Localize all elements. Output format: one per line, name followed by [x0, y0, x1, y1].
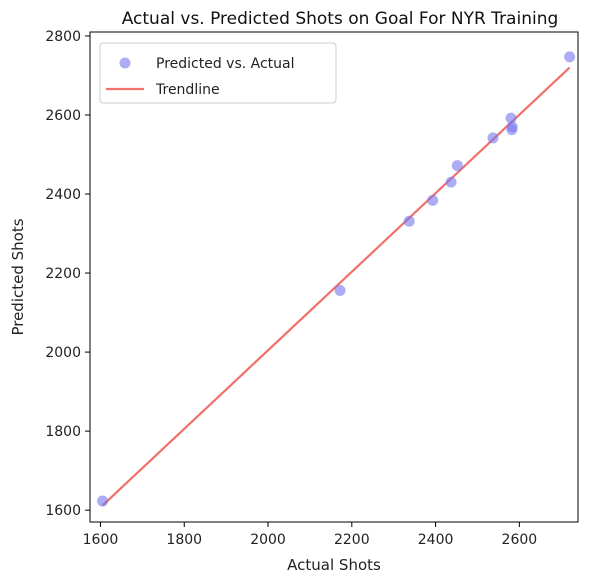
- x-tick-label: 2200: [334, 532, 370, 548]
- legend-label-trendline: Trendline: [155, 82, 220, 98]
- x-tick-label: 2600: [502, 532, 538, 548]
- data-point: [445, 176, 457, 188]
- y-axis: 1600 1800 2000 2200 2400 2600 2800: [45, 29, 90, 519]
- data-point: [403, 215, 415, 227]
- x-axis-label: Actual Shots: [287, 556, 381, 574]
- y-tick-label: 1800: [45, 424, 81, 440]
- y-tick-label: 2400: [45, 187, 81, 203]
- x-axis: 1600 1800 2000 2200 2400 2600: [83, 522, 538, 548]
- y-axis-label: Predicted Shots: [9, 218, 27, 335]
- trendline: [101, 66, 571, 507]
- y-tick-label: 2200: [45, 266, 81, 282]
- legend: Predicted vs. Actual Trendline: [99, 42, 337, 104]
- chart-title: Actual vs. Predicted Shots on Goal For N…: [122, 9, 559, 29]
- y-tick-label: 2600: [45, 108, 81, 124]
- plot-area: [89, 31, 579, 523]
- y-tick-label: 1600: [45, 503, 81, 519]
- x-tick-label: 2000: [250, 532, 286, 548]
- data-point: [97, 495, 109, 507]
- legend-marker-scatter: [119, 57, 131, 69]
- data-point: [505, 112, 517, 124]
- y-tick-label: 2000: [45, 345, 81, 361]
- data-point: [564, 51, 576, 63]
- data-point: [487, 132, 499, 144]
- data-point: [334, 284, 346, 296]
- trendline-layer: [101, 66, 571, 507]
- data-point: [427, 194, 439, 206]
- x-tick-label: 2400: [418, 532, 454, 548]
- x-tick-label: 1800: [166, 532, 202, 548]
- data-point: [506, 121, 518, 133]
- legend-box: [99, 42, 337, 104]
- y-tick-label: 2800: [45, 29, 81, 45]
- x-tick-label: 1600: [83, 532, 119, 548]
- scatter-points: [97, 51, 576, 507]
- legend-label-scatter: Predicted vs. Actual: [156, 56, 295, 72]
- data-point: [451, 160, 463, 172]
